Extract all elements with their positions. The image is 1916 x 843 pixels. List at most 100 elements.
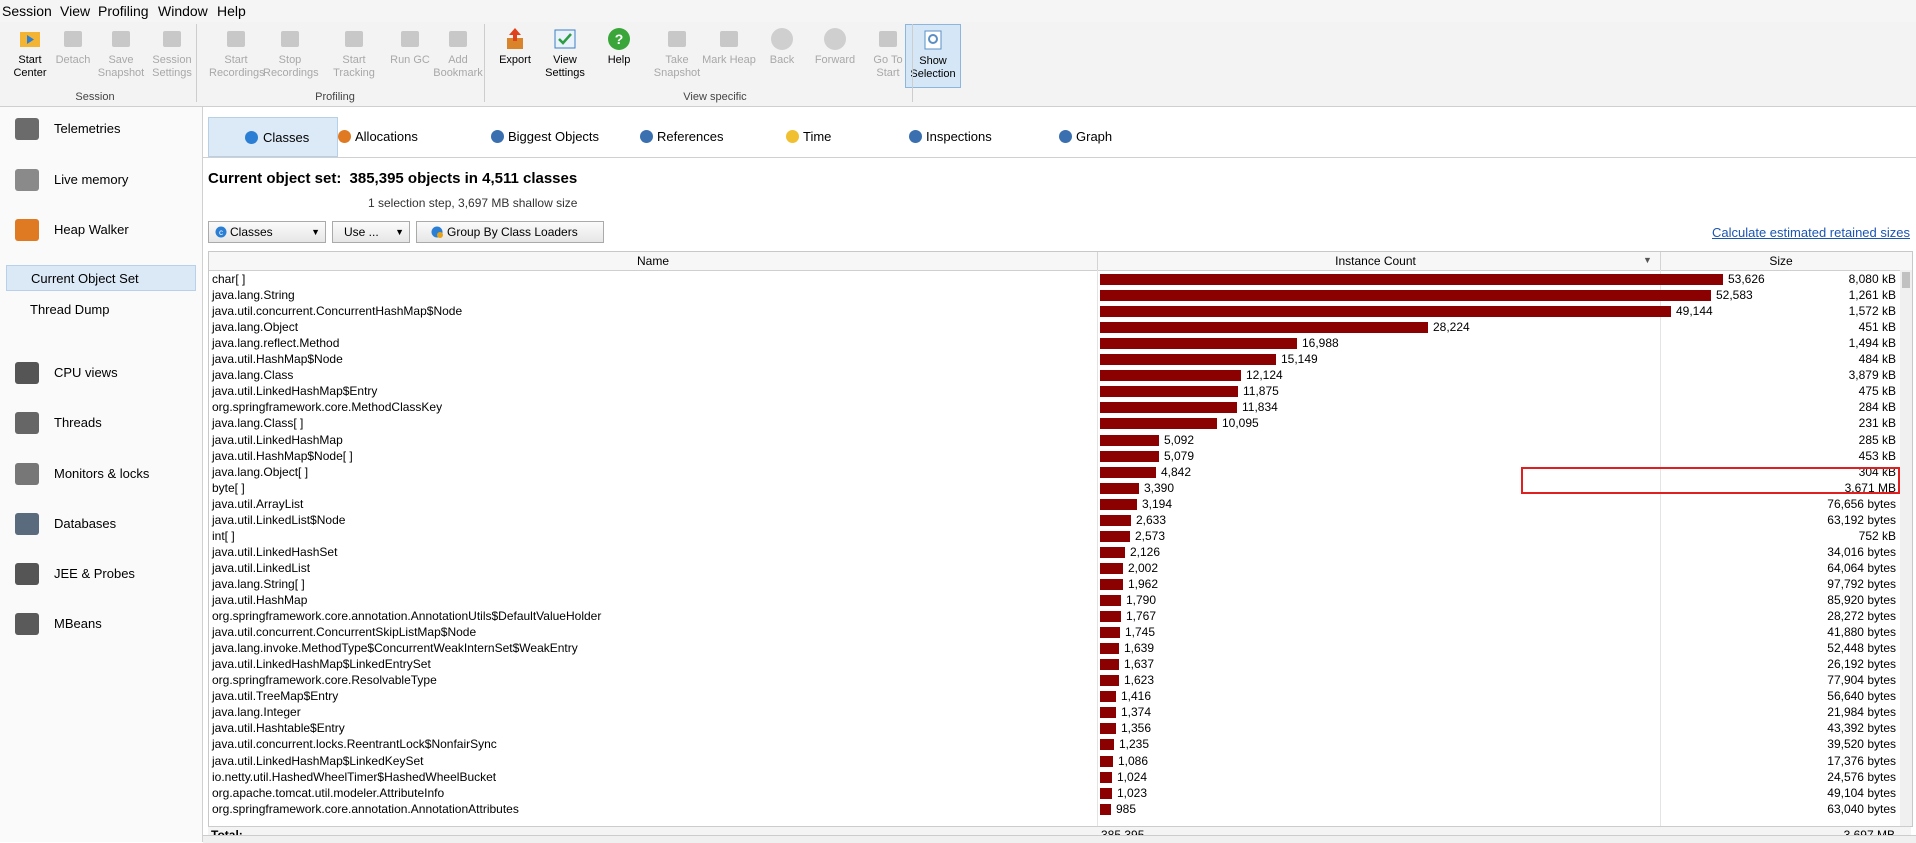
table-row[interactable]: java.util.LinkedList$Node 2,633 63,192 byt… (209, 512, 1912, 528)
sidebar-item-databases[interactable]: Databases (0, 502, 202, 546)
toolbar: Start Center Detach Save Snapshot Session S… (0, 22, 1916, 107)
table-row[interactable]: java.util.LinkedList 2,002 64,064 bytes (209, 560, 1912, 576)
column-header-name[interactable]: Name (636, 254, 669, 268)
tab-time[interactable]: Time (785, 117, 875, 155)
view-combo[interactable]: c Classes ▼ (208, 221, 326, 243)
table-row[interactable]: java.lang.Integer 1,374 21,984 bytes (209, 704, 1912, 720)
go-to-start-button[interactable]: Go To Start (861, 24, 915, 86)
help-button[interactable]: ? Help (592, 24, 646, 86)
table-row[interactable]: java.util.TreeMap$Entry 1,416 56,640 bytes (209, 688, 1912, 704)
sidebar-item-cpu-views[interactable]: CPU views (0, 351, 202, 395)
tab-graph[interactable]: Graph (1058, 117, 1138, 155)
table-row[interactable]: java.util.LinkedHashMap 5,092 285 kB (209, 432, 1912, 448)
table-row[interactable]: java.util.LinkedHashMap$LinkedKeySet 1,08… (209, 753, 1912, 769)
tab-classes[interactable]: Classes (208, 117, 338, 157)
table-row[interactable]: java.util.concurrent.ConcurrentHashMap$N… (209, 303, 1912, 319)
go-to-start-icon (879, 31, 897, 47)
stop-recordings-button[interactable]: Stop Recordings (263, 24, 319, 86)
instance-count-value: 4,842 (1161, 464, 1192, 479)
class-name-cell: java.lang.String[ ] (212, 576, 305, 591)
sidebar-subitem-thread-dump[interactable]: Thread Dump (6, 297, 194, 321)
calculate-retained-sizes-link[interactable]: Calculate estimated retained sizes (1712, 225, 1910, 240)
table-row[interactable]: java.util.LinkedHashMap$Entry 11,875 475 k… (209, 383, 1912, 399)
sidebar-item-live-memory[interactable]: Live memory (0, 158, 202, 202)
instance-count-value: 1,767 (1126, 609, 1157, 624)
table-row[interactable]: io.netty.util.HashedWheelTimer$HashedWhe… (209, 769, 1912, 785)
save-snapshot-button[interactable]: Save Snapshot (94, 24, 148, 86)
vertical-scrollbar[interactable] (1900, 270, 1912, 826)
table-row[interactable]: java.util.HashMap$Node[ ] 5,079 453 kB (209, 448, 1912, 464)
start-center-button[interactable]: Start Center (3, 24, 57, 86)
session-settings-button[interactable]: Session Settings (145, 24, 199, 86)
class-name-cell: java.lang.Class (212, 368, 294, 383)
table-row[interactable]: java.lang.invoke.MethodType$ConcurrentWe… (209, 640, 1912, 656)
use-combo[interactable]: Use ... ▼ (332, 221, 410, 243)
table-row[interactable]: int[ ] 2,573 752 kB (209, 528, 1912, 544)
take-snapshot-button[interactable]: Take Snapshot (650, 24, 704, 86)
menu-view[interactable]: View (60, 3, 91, 19)
table-row[interactable]: java.lang.String 52,583 1,261 kB (209, 287, 1912, 303)
object-set-title-prefix: Current object set: (208, 170, 342, 187)
table-row[interactable]: java.lang.String[ ] 1,962 97,792 bytes (209, 576, 1912, 592)
back-button[interactable]: Back (755, 24, 809, 86)
table-row[interactable]: java.lang.Object 28,224 451 kB (209, 319, 1912, 335)
start-tracking-button[interactable]: Start Tracking (327, 24, 381, 86)
run-gc-button[interactable]: Run GC (383, 24, 437, 86)
object-set-title-value: 385,395 objects in 4,511 classes (349, 170, 578, 187)
table-row[interactable]: java.lang.Class 12,124 3,879 kB (209, 367, 1912, 383)
table-row[interactable]: java.lang.reflect.Method 16,988 1,494 kB (209, 335, 1912, 351)
tab-biggest-objects[interactable]: Biggest Objects (490, 117, 620, 155)
table-row[interactable]: org.springframework.core.annotation.Anno… (209, 801, 1912, 817)
table-row[interactable]: org.springframework.core.annotation.Anno… (209, 608, 1912, 624)
menu-help[interactable]: Help (217, 3, 246, 19)
add-bookmark-button[interactable]: Add Bookmark (431, 24, 485, 86)
table-row[interactable]: java.util.HashMap 1,790 85,920 bytes (209, 592, 1912, 608)
tab-allocations[interactable]: Allocations (337, 117, 457, 155)
table-row[interactable]: java.util.concurrent.ConcurrentSkipListM… (209, 624, 1912, 640)
table-row[interactable]: java.util.LinkedHashSet 2,126 34,016 bytes (209, 544, 1912, 560)
sidebar-item-heap-walker[interactable]: Heap Walker (0, 208, 202, 252)
tab-inspections[interactable]: Inspections (908, 117, 1018, 155)
sidebar-item-mbeans[interactable]: MBeans (0, 602, 202, 646)
sidebar-item-jee-probes[interactable]: JEE & Probes (0, 552, 202, 596)
table-row[interactable]: org.apache.tomcat.util.modeler.Attribute… (209, 785, 1912, 801)
start-recordings-button[interactable]: Start Recordings (209, 24, 265, 86)
class-name-cell: java.util.LinkedHashMap (212, 432, 343, 447)
tab-references[interactable]: References (639, 117, 759, 155)
scrollbar-thumb[interactable] (1902, 272, 1910, 288)
detach-button[interactable]: Detach (46, 24, 100, 86)
table-row[interactable]: org.springframework.core.MethodClassKey 1… (209, 399, 1912, 415)
size-value: 76,656 bytes (1827, 496, 1896, 511)
table-row[interactable]: java.util.LinkedHashMap$LinkedEntrySet 1,… (209, 656, 1912, 672)
sidebar-item-threads[interactable]: Threads (0, 401, 202, 445)
sidebar-item-monitors-locks[interactable]: Monitors & locks (0, 452, 202, 496)
class-name-cell: java.util.HashMap$Node (212, 352, 343, 367)
sidebar-subitem-current-object-set[interactable]: Current Object Set (6, 265, 196, 291)
time-icon (786, 130, 799, 143)
menu-profiling[interactable]: Profiling (98, 3, 149, 19)
class-name-cell: java.util.LinkedList$Node (212, 512, 346, 527)
table-row[interactable]: char[ ] 53,626 8,080 kB (209, 271, 1912, 287)
menu-session[interactable]: Session (2, 3, 52, 19)
instance-count-value: 52,583 (1716, 288, 1753, 303)
instance-count-bar (1100, 659, 1119, 671)
group-by-class-loaders-button[interactable]: Group By Class Loaders (416, 221, 604, 243)
show-selection-button[interactable]: Show Selection (905, 24, 961, 88)
view-settings-button[interactable]: View Settings (538, 24, 592, 86)
table-row[interactable]: java.util.HashMap$Node 15,149 484 kB (209, 351, 1912, 367)
column-header-instance-count[interactable]: Instance Count (1335, 254, 1416, 268)
take-snapshot-icon (668, 31, 686, 47)
table-row[interactable]: java.util.ArrayList 3,194 76,656 bytes (209, 496, 1912, 512)
table-row[interactable]: org.springframework.core.ResolvableType 1… (209, 672, 1912, 688)
table-row[interactable]: java.util.concurrent.locks.ReentrantLock… (209, 736, 1912, 752)
forward-button[interactable]: Forward (808, 24, 862, 86)
start-tracking-icon (345, 31, 363, 47)
table-row[interactable]: byte[ ] 3,390 3,671 MB (209, 480, 1912, 496)
export-button[interactable]: Export (488, 24, 542, 86)
table-row[interactable]: java.lang.Class[ ] 10,095 231 kB (209, 415, 1912, 431)
column-header-size[interactable]: Size (1769, 254, 1793, 268)
table-row[interactable]: java.util.Hashtable$Entry 1,356 43,392 byt… (209, 720, 1912, 736)
sidebar-item-telemetries[interactable]: Telemetries (0, 107, 202, 151)
menu-window[interactable]: Window (158, 3, 208, 19)
mark-heap-button[interactable]: Mark Heap (702, 24, 756, 86)
